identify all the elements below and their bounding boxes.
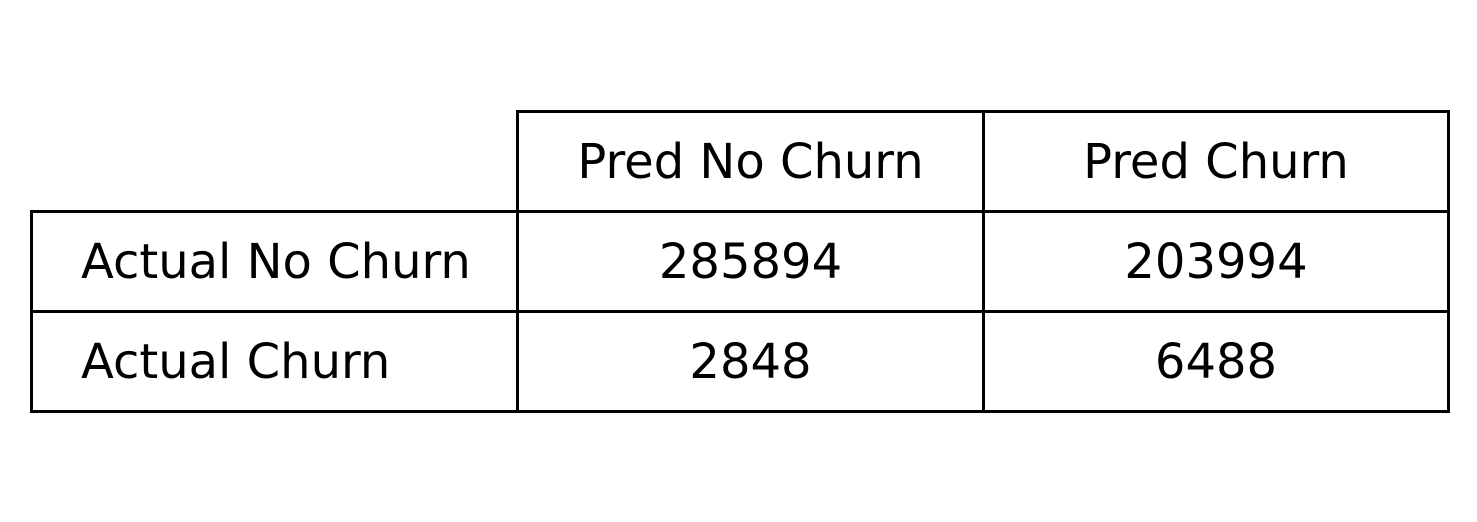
row-label-actual-churn: Actual Churn [30, 310, 519, 413]
cell-true-positive: 6488 [982, 310, 1450, 413]
header-pred-churn: Pred Churn [982, 110, 1450, 213]
cell-false-negative: 2848 [516, 310, 985, 413]
table-corner-cell [30, 110, 519, 213]
header-pred-no-churn: Pred No Churn [516, 110, 985, 213]
row-label-actual-no-churn: Actual No Churn [30, 210, 519, 313]
cell-true-negative: 285894 [516, 210, 985, 313]
cell-false-positive: 203994 [982, 210, 1450, 313]
